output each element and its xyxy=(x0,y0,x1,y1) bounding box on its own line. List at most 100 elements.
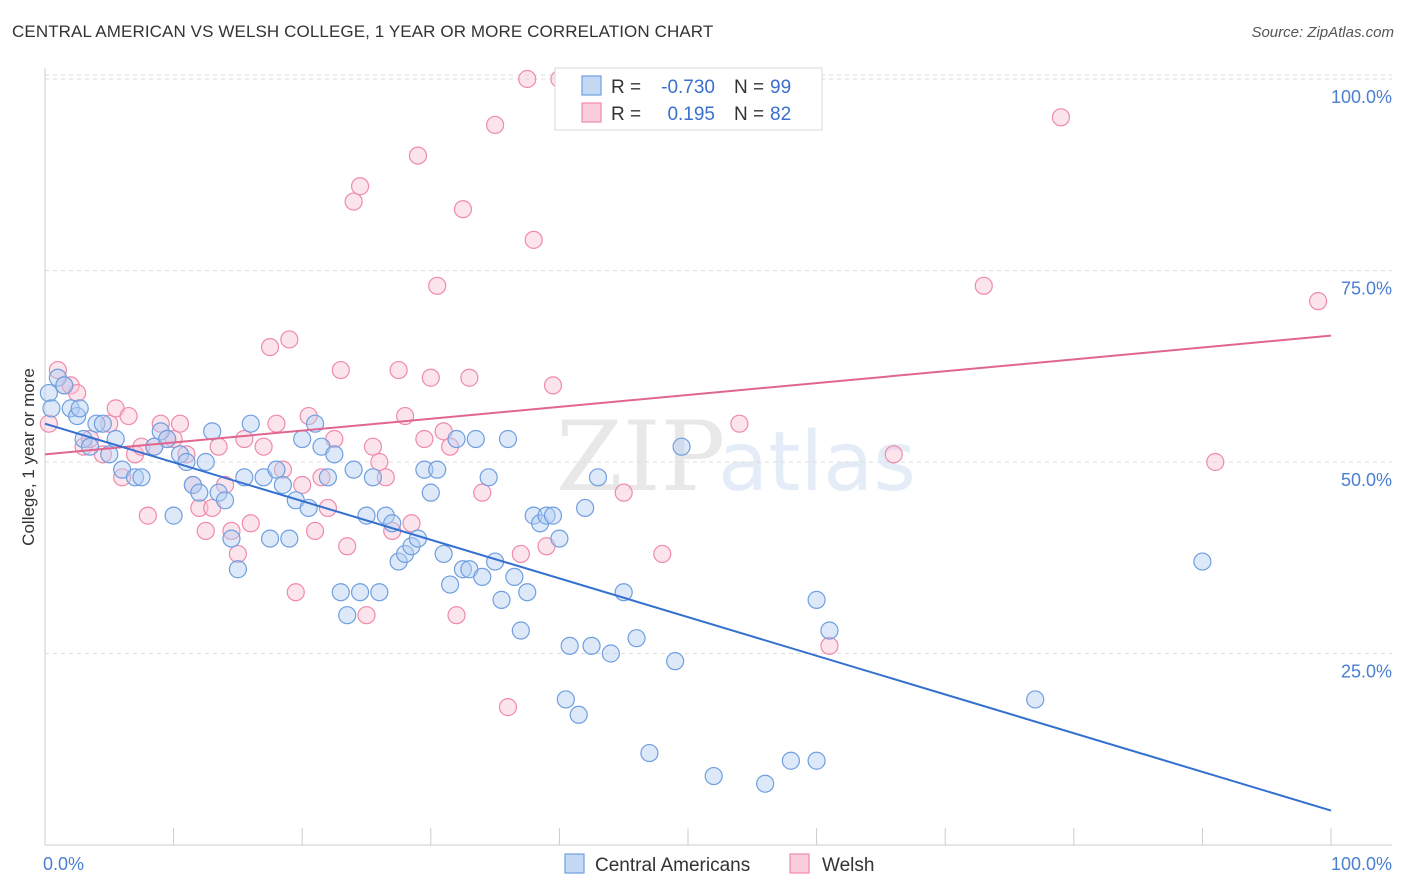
central-americans-point xyxy=(498,429,518,449)
central-americans-point xyxy=(807,751,826,770)
central-americans-point xyxy=(228,560,247,579)
legend-n-value-1: 99 xyxy=(770,77,791,98)
central-americans-point xyxy=(350,583,370,602)
central-americans-point xyxy=(338,606,357,625)
legend-r-value-1: -0.730 xyxy=(661,77,715,98)
welsh-point xyxy=(267,414,286,433)
central-americans-point xyxy=(158,429,177,449)
central-americans-point xyxy=(518,583,537,602)
bottom-legend-label-central-americans: Central Americans xyxy=(595,855,750,876)
central-americans-point xyxy=(466,429,485,449)
central-americans-point xyxy=(222,529,241,548)
welsh-point xyxy=(974,276,993,295)
welsh-point xyxy=(389,360,408,380)
welsh-point xyxy=(241,514,260,533)
central-americans-point xyxy=(704,766,723,786)
central-americans-point xyxy=(203,422,222,441)
legend-n-label-1: N = xyxy=(734,77,764,98)
welsh-point xyxy=(305,521,325,541)
welsh-point xyxy=(370,452,389,472)
central-americans-point xyxy=(415,460,434,479)
central-americans-point xyxy=(473,567,492,587)
central-americans-point xyxy=(756,774,775,793)
y-tick-label: 25.0% xyxy=(1341,662,1392,682)
central-americans-point xyxy=(132,468,151,487)
central-americans-point xyxy=(582,636,601,655)
welsh-point xyxy=(338,537,357,556)
central-americans-point xyxy=(164,506,183,525)
central-americans-point xyxy=(672,437,691,456)
central-americans-point xyxy=(421,483,440,502)
welsh-point xyxy=(614,483,633,502)
welsh-point xyxy=(280,330,299,349)
central-americans-point xyxy=(627,629,646,648)
central-americans-point xyxy=(479,468,498,487)
welsh-point xyxy=(235,429,254,449)
welsh-point xyxy=(331,360,350,380)
central-americans-point xyxy=(70,399,89,418)
central-americans-point xyxy=(363,468,383,487)
welsh-point xyxy=(453,200,473,219)
welsh-point xyxy=(190,498,209,518)
welsh-point xyxy=(260,338,280,357)
welsh-point xyxy=(222,521,241,541)
central-americans-point xyxy=(273,475,293,495)
welsh-point xyxy=(273,460,293,479)
trend-lines xyxy=(44,334,1332,812)
central-americans-point xyxy=(267,460,286,479)
central-americans-point xyxy=(1026,690,1045,709)
central-americans-point xyxy=(305,414,325,433)
welsh-point xyxy=(543,376,563,395)
y-tick-label: 75.0% xyxy=(1341,279,1392,299)
welsh-point xyxy=(312,468,331,487)
welsh-point xyxy=(39,414,58,433)
welsh-point xyxy=(100,414,119,433)
welsh-point xyxy=(1309,292,1328,311)
bottom-legend-swatch-blue xyxy=(564,853,585,874)
source-label: Source: ZipAtlas.com xyxy=(1251,24,1394,41)
welsh-point xyxy=(1051,108,1071,127)
welsh-point xyxy=(209,437,228,456)
axes xyxy=(44,68,1392,846)
central-americans-point xyxy=(177,452,196,472)
welsh-point xyxy=(119,406,138,426)
y-axis-label: College, 1 year or more xyxy=(19,368,38,546)
central-americans-point xyxy=(569,705,588,724)
welsh-point xyxy=(473,483,492,502)
welsh-point xyxy=(376,468,395,487)
y-tick-label: 50.0% xyxy=(1341,470,1392,490)
central-americans-point xyxy=(543,506,563,525)
central-americans-point xyxy=(505,567,524,587)
welsh-point xyxy=(293,475,312,495)
welsh-point xyxy=(884,445,903,464)
central-americans-point xyxy=(39,383,58,403)
welsh-point xyxy=(48,360,67,380)
y-tick-label: 100.0% xyxy=(1331,87,1392,107)
central-americans-point xyxy=(781,751,800,770)
gridlines xyxy=(45,74,1392,654)
watermark-zip: ZIP xyxy=(556,401,725,513)
central-americans-point xyxy=(428,460,447,479)
legend: R = -0.730 N = 99 R = 0.195 N = 82 xyxy=(554,67,823,131)
central-americans-point xyxy=(280,529,299,548)
legend-n-value-2: 82 xyxy=(770,104,791,125)
welsh-point xyxy=(1206,452,1225,472)
welsh-point xyxy=(402,514,421,533)
central-americans-point xyxy=(293,429,312,449)
welsh-point xyxy=(447,606,466,625)
central-americans-point xyxy=(93,414,112,433)
central-americans-point xyxy=(100,445,119,464)
central-americans-point xyxy=(576,498,595,518)
legend-n-label-2: N = xyxy=(734,104,764,125)
welsh-trend-line xyxy=(44,334,1332,456)
central-americans-point xyxy=(42,399,61,418)
welsh-point xyxy=(428,276,447,295)
central-americans-point xyxy=(241,414,260,433)
central-americans-point xyxy=(370,583,389,602)
welsh-point xyxy=(286,583,305,602)
legend-r-label-2: R = xyxy=(611,104,641,125)
central-americans-point xyxy=(196,452,215,472)
welsh-point xyxy=(408,146,428,165)
central-americans-point xyxy=(556,690,575,709)
